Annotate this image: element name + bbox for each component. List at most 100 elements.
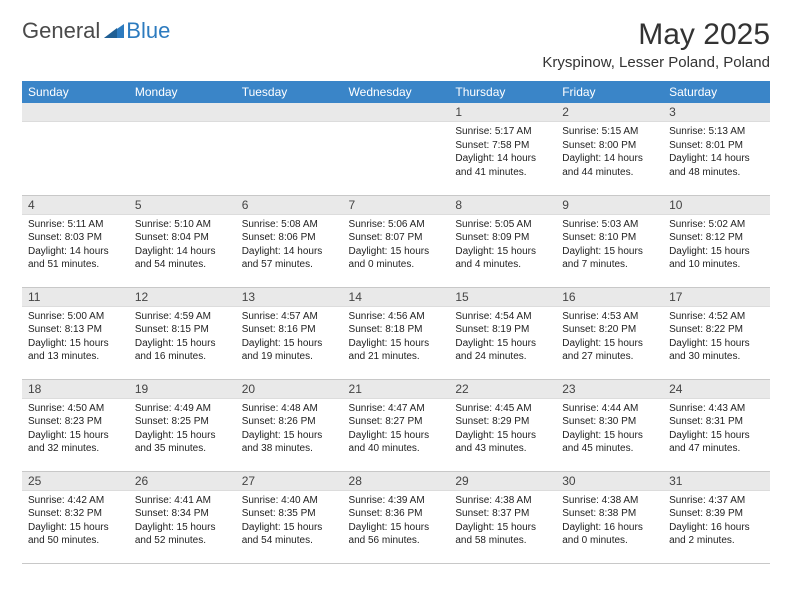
day-body: Sunrise: 4:59 AMSunset: 8:15 PMDaylight:… xyxy=(129,307,236,368)
day-number: 30 xyxy=(556,472,663,491)
day-number: 22 xyxy=(449,380,556,399)
day-body: Sunrise: 4:43 AMSunset: 8:31 PMDaylight:… xyxy=(663,399,770,460)
sunrise-line: Sunrise: 4:37 AM xyxy=(669,494,764,508)
day-body: Sunrise: 5:10 AMSunset: 8:04 PMDaylight:… xyxy=(129,215,236,276)
calendar-day-cell: 30Sunrise: 4:38 AMSunset: 8:38 PMDayligh… xyxy=(556,471,663,563)
sunset-line: Sunset: 8:10 PM xyxy=(562,231,657,245)
sunset-line: Sunset: 8:19 PM xyxy=(455,323,550,337)
calendar-day-cell: 28Sunrise: 4:39 AMSunset: 8:36 PMDayligh… xyxy=(343,471,450,563)
sunrise-line: Sunrise: 4:49 AM xyxy=(135,402,230,416)
daylight-line: Daylight: 15 hours and 50 minutes. xyxy=(28,521,123,548)
day-number: 3 xyxy=(663,103,770,122)
sunset-line: Sunset: 8:36 PM xyxy=(349,507,444,521)
calendar-day-cell: 6Sunrise: 5:08 AMSunset: 8:06 PMDaylight… xyxy=(236,195,343,287)
day-body: Sunrise: 4:47 AMSunset: 8:27 PMDaylight:… xyxy=(343,399,450,460)
daylight-line: Daylight: 15 hours and 13 minutes. xyxy=(28,337,123,364)
daylight-line: Daylight: 15 hours and 16 minutes. xyxy=(135,337,230,364)
calendar-day-cell: 26Sunrise: 4:41 AMSunset: 8:34 PMDayligh… xyxy=(129,471,236,563)
sunset-line: Sunset: 8:13 PM xyxy=(28,323,123,337)
calendar-day-cell: 18Sunrise: 4:50 AMSunset: 8:23 PMDayligh… xyxy=(22,379,129,471)
sunrise-line: Sunrise: 4:41 AM xyxy=(135,494,230,508)
sunset-line: Sunset: 8:01 PM xyxy=(669,139,764,153)
daylight-line: Daylight: 15 hours and 19 minutes. xyxy=(242,337,337,364)
calendar-day-cell: 1Sunrise: 5:17 AMSunset: 7:58 PMDaylight… xyxy=(449,103,556,195)
day-body: Sunrise: 4:38 AMSunset: 8:37 PMDaylight:… xyxy=(449,491,556,552)
day-number: 4 xyxy=(22,196,129,215)
calendar-day-cell: 21Sunrise: 4:47 AMSunset: 8:27 PMDayligh… xyxy=(343,379,450,471)
daylight-line: Daylight: 15 hours and 27 minutes. xyxy=(562,337,657,364)
day-number: 21 xyxy=(343,380,450,399)
day-body: Sunrise: 4:48 AMSunset: 8:26 PMDaylight:… xyxy=(236,399,343,460)
sunrise-line: Sunrise: 5:10 AM xyxy=(135,218,230,232)
daylight-line: Daylight: 15 hours and 56 minutes. xyxy=(349,521,444,548)
daylight-line: Daylight: 16 hours and 2 minutes. xyxy=(669,521,764,548)
sunset-line: Sunset: 8:26 PM xyxy=(242,415,337,429)
sunrise-line: Sunrise: 4:45 AM xyxy=(455,402,550,416)
daylight-line: Daylight: 15 hours and 54 minutes. xyxy=(242,521,337,548)
sunrise-line: Sunrise: 4:59 AM xyxy=(135,310,230,324)
sunset-line: Sunset: 8:12 PM xyxy=(669,231,764,245)
sunset-line: Sunset: 8:29 PM xyxy=(455,415,550,429)
logo-word-2: Blue xyxy=(126,18,170,44)
sunset-line: Sunset: 8:32 PM xyxy=(28,507,123,521)
day-body: Sunrise: 4:57 AMSunset: 8:16 PMDaylight:… xyxy=(236,307,343,368)
sunset-line: Sunset: 8:20 PM xyxy=(562,323,657,337)
sunset-line: Sunset: 8:06 PM xyxy=(242,231,337,245)
day-body: Sunrise: 4:49 AMSunset: 8:25 PMDaylight:… xyxy=(129,399,236,460)
sunset-line: Sunset: 8:00 PM xyxy=(562,139,657,153)
day-body: Sunrise: 4:42 AMSunset: 8:32 PMDaylight:… xyxy=(22,491,129,552)
sunrise-line: Sunrise: 5:03 AM xyxy=(562,218,657,232)
day-number: 26 xyxy=(129,472,236,491)
month-title: May 2025 xyxy=(542,18,770,52)
daylight-line: Daylight: 14 hours and 41 minutes. xyxy=(455,152,550,179)
daylight-line: Daylight: 15 hours and 35 minutes. xyxy=(135,429,230,456)
sunrise-line: Sunrise: 4:38 AM xyxy=(562,494,657,508)
sunset-line: Sunset: 8:27 PM xyxy=(349,415,444,429)
location: Kryspinow, Lesser Poland, Poland xyxy=(542,54,770,71)
day-body: Sunrise: 5:13 AMSunset: 8:01 PMDaylight:… xyxy=(663,122,770,183)
weekday-header: Thursday xyxy=(449,81,556,103)
day-body xyxy=(22,122,129,182)
header: General Blue May 2025 Kryspinow, Lesser … xyxy=(22,18,770,71)
calendar-day-cell: 10Sunrise: 5:02 AMSunset: 8:12 PMDayligh… xyxy=(663,195,770,287)
day-number: 17 xyxy=(663,288,770,307)
day-body: Sunrise: 4:41 AMSunset: 8:34 PMDaylight:… xyxy=(129,491,236,552)
sunset-line: Sunset: 8:39 PM xyxy=(669,507,764,521)
sunrise-line: Sunrise: 5:08 AM xyxy=(242,218,337,232)
sunset-line: Sunset: 8:04 PM xyxy=(135,231,230,245)
daylight-line: Daylight: 15 hours and 38 minutes. xyxy=(242,429,337,456)
day-body: Sunrise: 4:37 AMSunset: 8:39 PMDaylight:… xyxy=(663,491,770,552)
calendar-day-cell: 31Sunrise: 4:37 AMSunset: 8:39 PMDayligh… xyxy=(663,471,770,563)
calendar-day-cell: 16Sunrise: 4:53 AMSunset: 8:20 PMDayligh… xyxy=(556,287,663,379)
calendar-day-cell xyxy=(343,103,450,195)
daylight-line: Daylight: 15 hours and 40 minutes. xyxy=(349,429,444,456)
day-body: Sunrise: 5:00 AMSunset: 8:13 PMDaylight:… xyxy=(22,307,129,368)
day-body: Sunrise: 5:03 AMSunset: 8:10 PMDaylight:… xyxy=(556,215,663,276)
day-number: 24 xyxy=(663,380,770,399)
calendar-day-cell: 20Sunrise: 4:48 AMSunset: 8:26 PMDayligh… xyxy=(236,379,343,471)
day-number: 14 xyxy=(343,288,450,307)
daylight-line: Daylight: 14 hours and 48 minutes. xyxy=(669,152,764,179)
day-number: 20 xyxy=(236,380,343,399)
sunset-line: Sunset: 8:34 PM xyxy=(135,507,230,521)
day-body: Sunrise: 5:02 AMSunset: 8:12 PMDaylight:… xyxy=(663,215,770,276)
daylight-line: Daylight: 15 hours and 30 minutes. xyxy=(669,337,764,364)
sunrise-line: Sunrise: 5:02 AM xyxy=(669,218,764,232)
weekday-header: Monday xyxy=(129,81,236,103)
sunrise-line: Sunrise: 4:40 AM xyxy=(242,494,337,508)
day-body: Sunrise: 4:53 AMSunset: 8:20 PMDaylight:… xyxy=(556,307,663,368)
calendar-day-cell: 7Sunrise: 5:06 AMSunset: 8:07 PMDaylight… xyxy=(343,195,450,287)
weekday-header: Friday xyxy=(556,81,663,103)
day-number: 27 xyxy=(236,472,343,491)
day-body: Sunrise: 5:11 AMSunset: 8:03 PMDaylight:… xyxy=(22,215,129,276)
day-body: Sunrise: 5:08 AMSunset: 8:06 PMDaylight:… xyxy=(236,215,343,276)
calendar-day-cell: 3Sunrise: 5:13 AMSunset: 8:01 PMDaylight… xyxy=(663,103,770,195)
calendar-day-cell: 8Sunrise: 5:05 AMSunset: 8:09 PMDaylight… xyxy=(449,195,556,287)
day-body: Sunrise: 4:40 AMSunset: 8:35 PMDaylight:… xyxy=(236,491,343,552)
sunrise-line: Sunrise: 4:48 AM xyxy=(242,402,337,416)
daylight-line: Daylight: 15 hours and 21 minutes. xyxy=(349,337,444,364)
daylight-line: Daylight: 15 hours and 58 minutes. xyxy=(455,521,550,548)
calendar-day-cell: 25Sunrise: 4:42 AMSunset: 8:32 PMDayligh… xyxy=(22,471,129,563)
day-number: 8 xyxy=(449,196,556,215)
daylight-line: Daylight: 14 hours and 57 minutes. xyxy=(242,245,337,272)
